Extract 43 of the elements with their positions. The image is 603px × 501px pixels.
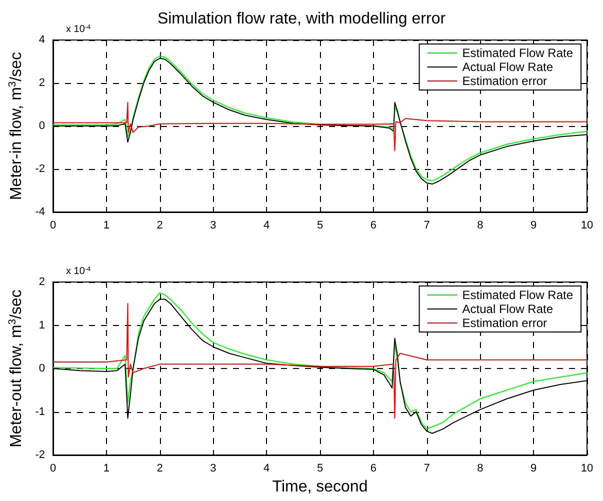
y-tick-label: 0 xyxy=(38,362,45,374)
x-tick-label: 10 xyxy=(580,462,594,474)
legend-label: Estimated Flow Rate xyxy=(462,46,574,60)
y-tick-label: -4 xyxy=(35,206,45,218)
y-tick-label: -1 xyxy=(35,406,45,418)
y-tick-label: 4 xyxy=(38,34,45,46)
legend-label: Estimation error xyxy=(462,74,547,88)
x-tick-label: 5 xyxy=(316,220,324,232)
y-tick-label: -2 xyxy=(35,163,45,175)
x-tick-label: 8 xyxy=(477,462,484,474)
x-tick-label: 1 xyxy=(103,220,110,232)
y-axis-title: Meter-in flow, m3/sec xyxy=(8,52,25,200)
legend-label: Estimated Flow Rate xyxy=(462,288,574,302)
x-tick-label: 7 xyxy=(424,220,430,232)
x-tick-label: 3 xyxy=(210,220,216,232)
y-tick-label: 2 xyxy=(38,276,45,288)
y-tick-label: 2 xyxy=(38,77,45,89)
y-tick-label: 0 xyxy=(38,120,45,132)
x-tick-label: 2 xyxy=(156,220,163,232)
x-tick-label: 0 xyxy=(50,220,56,232)
legend-label: Actual Flow Rate xyxy=(462,60,554,74)
x-tick-label: 6 xyxy=(370,462,376,474)
line-series xyxy=(52,102,588,152)
x-tick-label: 8 xyxy=(477,220,484,232)
x-tick-label: 9 xyxy=(530,462,537,474)
x-tick-label: 4 xyxy=(264,220,270,232)
x-tick-label: 0 xyxy=(50,462,56,474)
x-tick-label: 9 xyxy=(530,220,537,232)
x-tick-label: 10 xyxy=(580,220,594,232)
legend-label: Actual Flow Rate xyxy=(462,302,554,316)
y-axis-title: Meter-out flow, m3/sec xyxy=(8,290,25,448)
x-tick-label: 2 xyxy=(156,462,163,474)
legend-label: Estimation error xyxy=(462,316,547,330)
x-tick-label: 4 xyxy=(264,462,270,474)
x-tick-label: 6 xyxy=(370,220,376,232)
x-tick-label: 7 xyxy=(424,462,430,474)
x-tick-label: 3 xyxy=(210,462,216,474)
y-tick-label: -2 xyxy=(35,449,45,461)
x-axis-title: Time, second xyxy=(272,478,368,496)
x-tick-label: 1 xyxy=(103,462,110,474)
y-tick-label: 1 xyxy=(38,319,45,332)
x-tick-label: 5 xyxy=(316,462,324,474)
chart-title: Simulation flow rate, with modelling error xyxy=(157,10,446,28)
